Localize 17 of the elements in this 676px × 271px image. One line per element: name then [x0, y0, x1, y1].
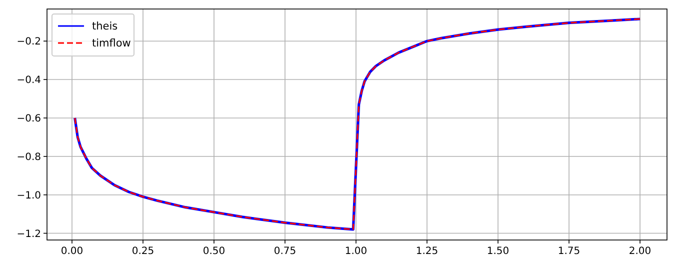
x-tick-label: 1.75: [558, 246, 580, 257]
x-tick-label: 1.25: [416, 246, 438, 257]
y-tick-label: −1.2: [16, 228, 41, 240]
y-tick-label: −1.0: [16, 190, 41, 202]
y-tick-label: −0.4: [16, 75, 41, 86]
y-tick-label: −0.8: [16, 152, 41, 163]
x-tick-label: 0.00: [60, 246, 84, 257]
legend-label: timflow: [92, 38, 132, 50]
y-tick-label: −0.6: [16, 113, 41, 124]
x-tick-label: 2.00: [628, 246, 652, 257]
x-tick-label: 0.25: [132, 246, 154, 257]
x-tick-label: 0.75: [274, 246, 296, 257]
x-tick-label: 1.50: [486, 246, 510, 257]
y-tick-label: −0.2: [16, 36, 41, 48]
legend-label: theis: [92, 20, 118, 33]
x-tick-label: 1.00: [344, 246, 368, 257]
x-tick-label: 0.50: [202, 246, 226, 257]
